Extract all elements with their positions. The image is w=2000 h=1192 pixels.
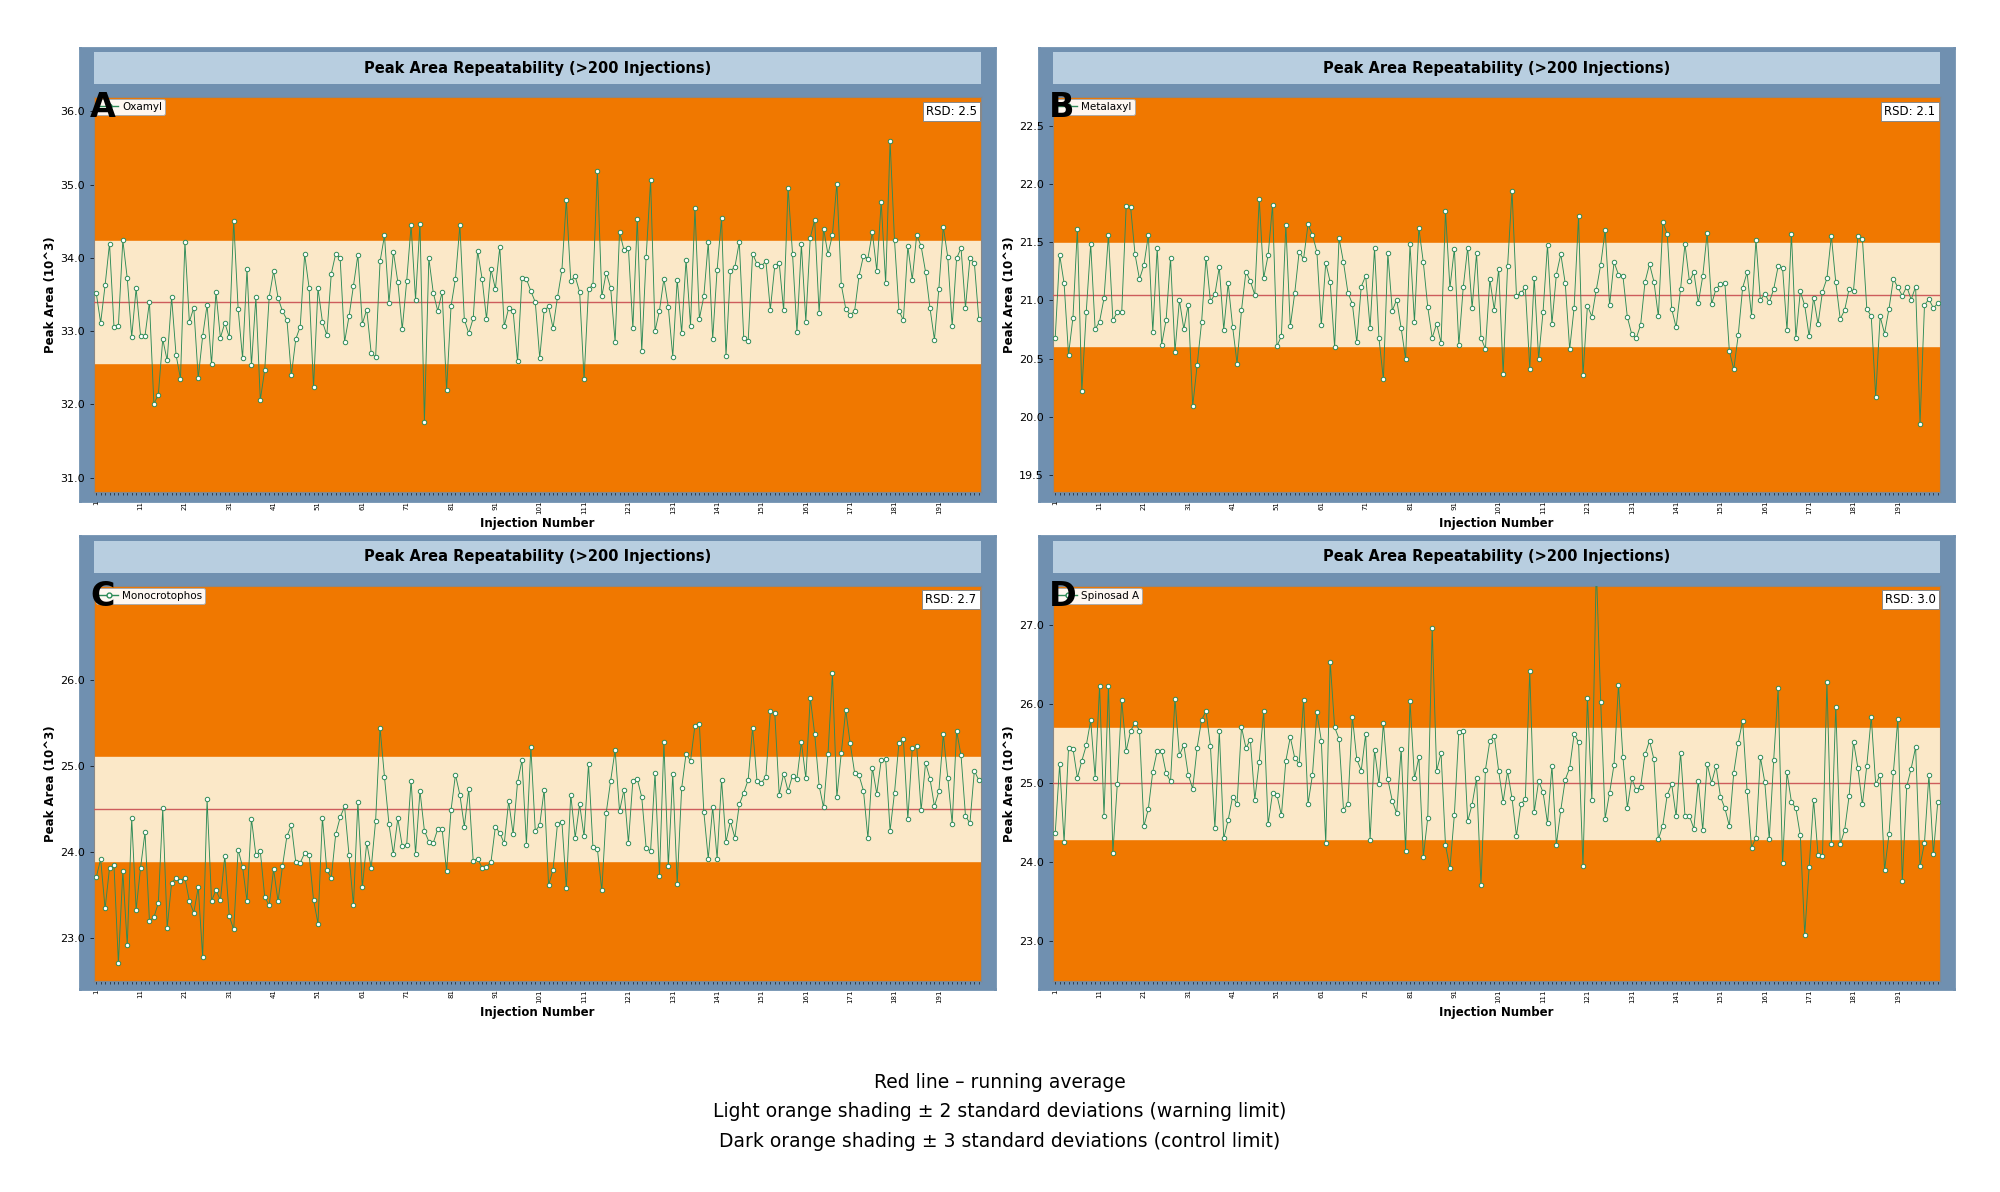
- Text: Peak Area Repeatability (>200 Injections): Peak Area Repeatability (>200 Injections…: [1322, 550, 1670, 564]
- Y-axis label: Peak Area (10^3): Peak Area (10^3): [44, 236, 58, 353]
- Text: Peak Area Repeatability (>200 Injections): Peak Area Repeatability (>200 Injections…: [1322, 61, 1670, 75]
- Text: RSD: 2.7: RSD: 2.7: [926, 594, 976, 607]
- Text: Red line – running average
Light orange shading ± 2 standard deviations (warning: Red line – running average Light orange …: [714, 1073, 1286, 1150]
- Bar: [94, 757, 980, 861]
- Text: RSD: 3.0: RSD: 3.0: [1884, 594, 1936, 607]
- Legend: Monocrotophos: Monocrotophos: [96, 588, 206, 604]
- Bar: [94, 241, 980, 362]
- Y-axis label: Peak Area (10^3): Peak Area (10^3): [1004, 725, 1016, 842]
- Text: D: D: [1048, 579, 1076, 613]
- Text: RSD: 2.5: RSD: 2.5: [926, 105, 976, 118]
- X-axis label: Injection Number: Injection Number: [480, 1006, 594, 1019]
- Text: Peak Area Repeatability (>200 Injections): Peak Area Repeatability (>200 Injections…: [364, 550, 712, 564]
- Legend: Spinosad A: Spinosad A: [1056, 588, 1142, 604]
- Bar: [1052, 728, 1940, 839]
- X-axis label: Injection Number: Injection Number: [1440, 517, 1554, 530]
- X-axis label: Injection Number: Injection Number: [1440, 1006, 1554, 1019]
- Bar: [1052, 243, 1940, 346]
- Text: C: C: [90, 579, 114, 613]
- Text: RSD: 2.1: RSD: 2.1: [1884, 105, 1936, 118]
- Y-axis label: Peak Area (10^3): Peak Area (10^3): [1004, 236, 1016, 353]
- Y-axis label: Peak Area (10^3): Peak Area (10^3): [44, 725, 58, 842]
- Legend: Oxamyl: Oxamyl: [96, 99, 166, 116]
- Legend: Metalaxyl: Metalaxyl: [1056, 99, 1134, 116]
- X-axis label: Injection Number: Injection Number: [480, 517, 594, 530]
- Text: B: B: [1048, 91, 1074, 124]
- Text: Peak Area Repeatability (>200 Injections): Peak Area Repeatability (>200 Injections…: [364, 61, 712, 75]
- Text: A: A: [90, 91, 116, 124]
